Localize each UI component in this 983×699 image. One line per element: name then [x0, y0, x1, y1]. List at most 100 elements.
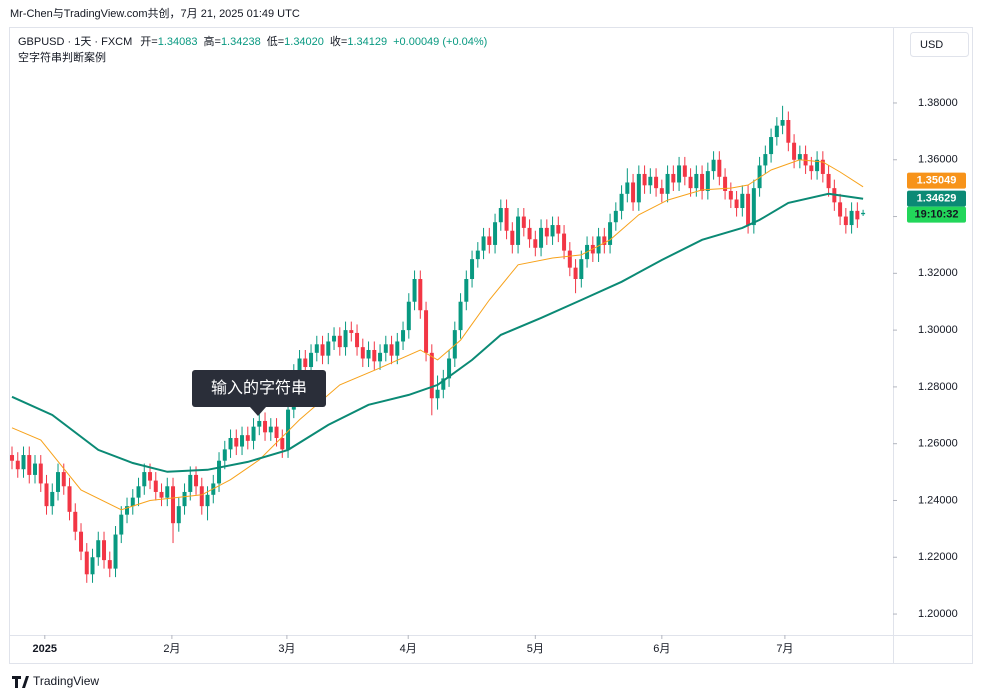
candle-body: [493, 222, 498, 245]
candle-body: [792, 142, 797, 160]
candle-body: [44, 483, 49, 507]
moving-average: [11, 159, 864, 511]
plot: [10, 105, 866, 583]
candle-body: [682, 165, 687, 177]
indicator-name: 空字符串判断案例: [18, 50, 106, 64]
x-tick-label: 4月: [400, 643, 417, 655]
candle-body: [458, 301, 463, 331]
tooltip-box: [192, 370, 326, 407]
x-tick-label: 7月: [776, 643, 793, 655]
candle-body: [487, 236, 492, 245]
candle-body: [73, 511, 78, 532]
candle-body: [389, 344, 394, 356]
candle-body: [826, 173, 831, 189]
candle-body: [10, 455, 15, 461]
candle-body: [366, 349, 371, 359]
candle-body: [222, 449, 227, 461]
candle-body: [510, 230, 515, 245]
candle-body: [516, 216, 521, 245]
candle-body: [234, 438, 239, 447]
ohlc-key: 收=: [330, 34, 347, 48]
candle-body: [245, 435, 250, 441]
candle-body: [67, 486, 72, 512]
candle-body: [176, 506, 181, 524]
currency-button[interactable]: [910, 32, 969, 57]
panel-border: [9, 27, 973, 664]
candle-body: [228, 438, 233, 450]
y-tick-label: 1.22000: [918, 551, 958, 563]
watermark: Mr-Chen与TradingView.com共创，7月 21, 2025 01…: [10, 7, 300, 20]
candle-body: [619, 193, 624, 211]
candle-body: [297, 358, 302, 373]
candle-body: [102, 540, 107, 561]
candle-body: [705, 171, 710, 191]
candle-body: [654, 176, 659, 189]
ohlc-value: 1.34020: [284, 36, 324, 48]
candle-body: [769, 137, 774, 155]
candle-body: [464, 279, 469, 302]
candle-body: [136, 486, 141, 498]
candle-body: [757, 165, 762, 189]
candle-body: [527, 227, 532, 240]
candle-body: [217, 460, 222, 484]
candle-body: [763, 154, 768, 166]
y-tick-label: 1.30000: [918, 324, 958, 336]
currency[interactable]: USD: [920, 39, 943, 51]
candle-body: [349, 330, 354, 333]
candle-body: [596, 236, 601, 254]
candle-body: [573, 267, 578, 280]
candle-body: [504, 208, 509, 231]
candle-body: [332, 335, 337, 342]
candle-body: [452, 330, 457, 359]
ohlc-change: +0.00049 (+0.04%): [393, 36, 487, 48]
y-tick-label: 1.20000: [918, 608, 958, 620]
candle-body: [498, 208, 503, 223]
candle-body: [665, 173, 670, 194]
brand: TradingView: [12, 674, 99, 688]
candle-body: [631, 182, 636, 203]
candle-body: [56, 472, 61, 492]
candle-body: [849, 210, 854, 226]
candle-body: [257, 420, 262, 427]
candle-body: [711, 159, 716, 172]
ohlc-value: 1.34083: [158, 36, 198, 48]
candle-body: [809, 165, 814, 172]
tooltip-text: 输入的字符串: [211, 379, 307, 397]
candle-body: [435, 389, 440, 399]
candle-body: [723, 176, 728, 191]
candle-body: [314, 344, 319, 353]
x-tick-label: 3月: [278, 643, 295, 655]
price-label: 19:10:32: [914, 209, 958, 221]
candle-body: [751, 188, 756, 226]
candle-body: [205, 494, 210, 507]
x-tick-label: 6月: [653, 643, 670, 655]
candle-body: [567, 250, 572, 268]
candle-body: [79, 531, 84, 552]
y-tick-label: 1.32000: [918, 267, 958, 279]
candle-body: [263, 420, 268, 433]
candle-body: [188, 474, 193, 492]
candle-body: [521, 216, 526, 228]
candle-body: [50, 491, 55, 507]
candle-body: [418, 279, 423, 311]
price-label-box: [907, 190, 966, 207]
candle-body: [843, 216, 848, 226]
candle-body: [855, 210, 860, 220]
candle-body: [746, 193, 751, 226]
symbol: GBPUSD · 1天 · FXCM: [18, 36, 132, 48]
candle-body: [602, 236, 607, 245]
candle-body: [481, 236, 486, 251]
candle-body: [740, 193, 745, 209]
candle-body: [412, 279, 417, 302]
y-tick-label: 1.36000: [918, 154, 958, 166]
x-tick-label: 2月: [163, 643, 180, 655]
candle-body: [780, 120, 785, 126]
x-tick-label: 5月: [527, 643, 544, 655]
candle-body: [33, 463, 38, 475]
candle-body: [148, 472, 153, 481]
ohlc-value: 1.34129: [347, 36, 387, 48]
candle-body: [613, 210, 618, 223]
candle-body: [786, 120, 791, 143]
candle-body: [556, 225, 561, 234]
